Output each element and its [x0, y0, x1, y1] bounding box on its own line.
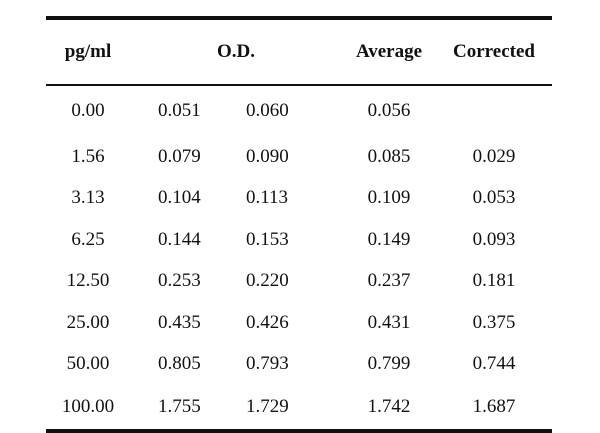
table-row: 12.50 0.253 0.220 0.237 0.181: [46, 261, 552, 303]
cell-concentration: 0.00: [71, 100, 105, 121]
cell-concentration: 12.50: [66, 270, 110, 292]
header-rule: [46, 84, 552, 86]
cell-od-2: 0.090: [246, 145, 289, 167]
cell-od-1: 0.435: [158, 311, 201, 333]
cell-od-1: 0.051: [158, 100, 201, 121]
cell-od-1: 0.104: [158, 187, 201, 209]
cell-od-1: 0.079: [158, 145, 201, 167]
cell-od-1: 0.253: [158, 270, 201, 292]
cell-corrected: [436, 86, 552, 136]
cell-concentration: 1.56: [71, 145, 105, 167]
cell-od-1: 1.755: [158, 396, 201, 417]
cell-od-2: 0.113: [246, 187, 289, 209]
cell-concentration: 3.13: [71, 187, 105, 209]
cell-corrected: 1.687: [472, 396, 516, 417]
cell-od-2: 0.153: [246, 228, 289, 250]
table-row: 25.00 0.435 0.426 0.431 0.375: [46, 302, 552, 344]
cell-average: 0.431: [367, 311, 411, 333]
header-average: Average: [355, 41, 423, 62]
header-concentration: pg/ml: [64, 41, 112, 62]
table-row: 50.00 0.805 0.793 0.799 0.744: [46, 344, 552, 386]
header-row: pg/ml O.D. Average Corrected: [46, 20, 552, 84]
cell-od-2: 1.729: [246, 396, 289, 417]
cell-od-2: 0.793: [246, 353, 289, 375]
cell-od-2: 0.220: [246, 270, 289, 292]
bottom-rule: [46, 429, 552, 433]
cell-average: 0.799: [367, 353, 411, 375]
cell-od-2: 0.426: [246, 311, 289, 333]
cell-corrected: 0.053: [472, 187, 516, 209]
cell-average: 1.742: [367, 396, 411, 417]
table-row: 3.13 0.104 0.113 0.109 0.053: [46, 178, 552, 220]
cell-corrected: 0.375: [472, 311, 516, 333]
table-row: 100.00 1.755 1.729 1.742 1.687: [46, 385, 552, 429]
standard-curve-body: 0.00 0.051 0.060 0.056 1.56 0.079 0.090 0.085 0.…: [46, 86, 552, 429]
cell-average: 0.056: [367, 100, 411, 121]
cell-concentration: 6.25: [71, 228, 105, 250]
cell-average: 0.237: [367, 270, 411, 292]
header-corrected: Corrected: [453, 41, 535, 62]
cell-corrected: 0.744: [472, 353, 516, 375]
cell-average: 0.085: [367, 145, 411, 167]
table-row: 0.00 0.051 0.060 0.056: [46, 86, 552, 136]
top-rule: [46, 16, 552, 20]
table-row: 1.56 0.079 0.090 0.085 0.029: [46, 136, 552, 178]
table-row: 6.25 0.144 0.153 0.149 0.093: [46, 219, 552, 261]
cell-concentration: 50.00: [66, 353, 110, 375]
cell-od-1: 0.144: [158, 228, 201, 250]
cell-od-2: 0.060: [246, 100, 289, 121]
cell-concentration: 25.00: [66, 311, 110, 333]
cell-corrected: 0.029: [472, 145, 516, 167]
cell-corrected: 0.093: [472, 228, 516, 250]
data-table: pg/ml O.D. Average Corrected 0.00 0.051 0.…: [46, 16, 552, 433]
cell-corrected: 0.181: [472, 270, 516, 292]
cell-concentration: 100.00: [61, 396, 115, 417]
header-od: O.D.: [217, 41, 255, 62]
standard-curve-table: pg/ml O.D. Average Corrected: [46, 20, 552, 84]
cell-od-1: 0.805: [158, 353, 201, 375]
cell-average: 0.109: [367, 187, 411, 209]
cell-average: 0.149: [367, 228, 411, 250]
